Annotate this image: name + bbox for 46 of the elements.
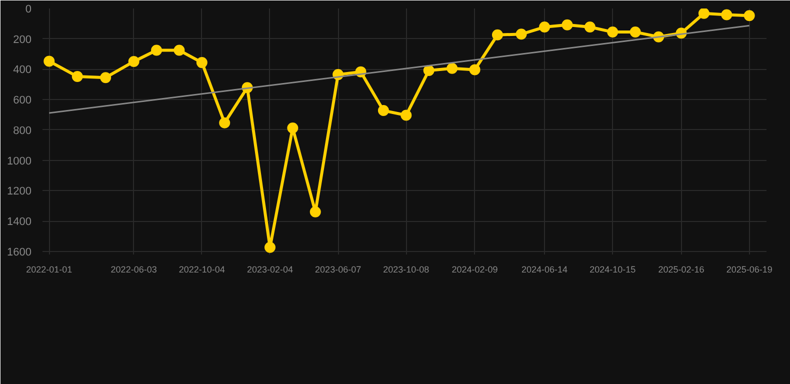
- y-tick-label: 400: [13, 64, 32, 76]
- x-tick-label: 2023-06-07: [315, 264, 362, 274]
- point: [423, 64, 434, 76]
- y-tick-label: 600: [13, 94, 32, 107]
- point: [721, 9, 732, 20]
- y-tick-label: 1000: [7, 155, 32, 168]
- point: [174, 44, 185, 56]
- point: [287, 122, 298, 134]
- x-tick-label: 2024-10-15: [590, 264, 636, 274]
- point: [310, 206, 321, 218]
- y-tick-label: 1200: [7, 186, 32, 198]
- point: [698, 8, 710, 19]
- point: [128, 56, 140, 67]
- y-tick-label: 1600: [7, 246, 32, 258]
- point: [630, 26, 641, 38]
- y-tick-label: 800: [13, 124, 32, 137]
- x-tick-label: 2024-02-09: [452, 264, 498, 274]
- point: [562, 19, 573, 30]
- y-tick-label: 200: [13, 34, 32, 46]
- x-tick-label: 2022-01-01: [26, 264, 72, 274]
- point: [492, 29, 503, 40]
- point: [539, 22, 550, 33]
- point: [264, 242, 276, 253]
- point: [378, 105, 389, 116]
- y-tick-label: 1400: [7, 216, 32, 228]
- point: [584, 22, 596, 33]
- point: [151, 44, 162, 56]
- x-tick-label: 2025-06-19: [726, 264, 772, 274]
- x-tick-label: 2022-10-04: [178, 264, 225, 274]
- point: [516, 28, 527, 40]
- x-tick-label: 2022-06-03: [110, 264, 157, 274]
- point: [219, 117, 230, 128]
- point: [744, 10, 755, 22]
- point: [400, 110, 412, 121]
- y-tick-label: 0: [25, 4, 32, 16]
- x-tick-label: 2023-10-08: [383, 264, 430, 274]
- x-tick-label: 2025-02-16: [658, 264, 704, 274]
- point: [469, 64, 480, 76]
- point: [100, 72, 112, 84]
- point: [446, 62, 458, 74]
- x-tick-label: 2023-02-04: [246, 264, 294, 274]
- x-tick-label: 2024-06-14: [522, 264, 568, 274]
- point: [607, 26, 618, 38]
- point: [72, 71, 83, 82]
- point: [44, 56, 55, 67]
- point: [196, 57, 208, 68]
